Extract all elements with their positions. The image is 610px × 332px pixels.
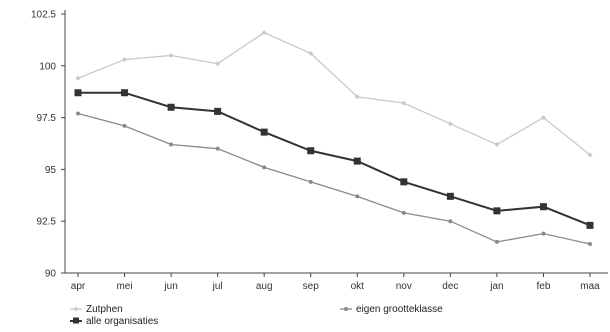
data-point xyxy=(74,89,82,97)
series-line xyxy=(77,112,591,245)
data-point xyxy=(541,231,546,236)
data-point xyxy=(76,111,80,116)
x-axis-ticks: apr mei jun jul aug sep okt nov dec jan feb maa xyxy=(71,273,600,292)
y-tick-label: 90 xyxy=(45,269,57,280)
data-point xyxy=(401,210,406,215)
data-point xyxy=(493,207,501,215)
series-line xyxy=(78,91,591,227)
legend-label: eigen grootteklasse xyxy=(356,304,443,315)
data-point xyxy=(260,128,268,136)
data-point xyxy=(587,152,593,158)
data-point xyxy=(588,241,592,246)
data-point xyxy=(354,94,360,100)
x-tick-label-okt: okt xyxy=(351,281,365,292)
data-point xyxy=(494,239,499,244)
data-point xyxy=(539,203,547,211)
data-point xyxy=(401,100,407,106)
y-tick-label: 102.5 xyxy=(31,10,56,21)
data-point xyxy=(215,61,221,67)
series-Zutphen xyxy=(75,30,593,158)
data-point xyxy=(353,157,361,165)
series-line xyxy=(77,31,591,156)
data-point xyxy=(446,192,454,200)
y-tick-label: 92.5 xyxy=(37,217,57,228)
data-point xyxy=(168,52,174,58)
data-point xyxy=(448,219,453,224)
data-point xyxy=(307,147,315,155)
data-point xyxy=(121,89,129,97)
legend-label: alle organisaties xyxy=(86,316,158,327)
x-tick-label-aug: aug xyxy=(256,281,273,292)
x-tick-label-feb: feb xyxy=(537,281,551,292)
data-point xyxy=(355,194,360,199)
series-eigen-grootteklasse xyxy=(76,111,592,246)
x-tick-label-maa: maa xyxy=(580,281,600,292)
data-point xyxy=(261,30,267,36)
y-tick-label: 97.5 xyxy=(37,113,57,124)
data-point xyxy=(122,57,128,63)
data-point xyxy=(586,221,594,229)
data-point xyxy=(214,107,222,115)
legend-item-alle-organisaties: alle organisaties xyxy=(70,316,158,327)
legend-marker xyxy=(344,307,348,311)
y-tick-label: 100 xyxy=(39,61,56,72)
data-point xyxy=(215,146,220,151)
legend-label: Zutphen xyxy=(86,304,123,315)
data-point xyxy=(400,178,408,186)
x-tick-label-mei: mei xyxy=(116,281,132,292)
axes xyxy=(64,10,608,274)
x-tick-label-jul: jul xyxy=(212,281,223,292)
y-axis-ticks: 102.5 100 97.5 95 92.5 90 xyxy=(31,10,65,280)
x-tick-label-nov: nov xyxy=(396,281,412,292)
x-tick-label-apr: apr xyxy=(71,281,86,292)
x-tick-label-sep: sep xyxy=(303,281,320,292)
data-point xyxy=(447,121,453,127)
data-point xyxy=(308,50,314,56)
data-point xyxy=(169,142,174,147)
x-tick-label-dec: dec xyxy=(442,281,458,292)
y-tick-label: 95 xyxy=(45,165,57,176)
data-point xyxy=(308,179,313,184)
data-point xyxy=(167,103,175,111)
legend-marker xyxy=(73,317,79,324)
legend-item-eigen-grootteklasse: eigen grootteklasse xyxy=(340,304,443,315)
x-tick-label-jan: jan xyxy=(489,281,503,292)
legend-marker xyxy=(73,306,79,312)
x-tick-label-jun: jun xyxy=(163,281,177,292)
data-point xyxy=(540,115,546,121)
series-alle-organisaties xyxy=(74,89,594,229)
series-layer xyxy=(74,30,594,246)
data-point xyxy=(122,123,127,128)
legend-item-Zutphen: Zutphen xyxy=(70,304,123,315)
data-point xyxy=(75,75,81,81)
data-point xyxy=(262,165,267,170)
data-point xyxy=(494,142,500,148)
